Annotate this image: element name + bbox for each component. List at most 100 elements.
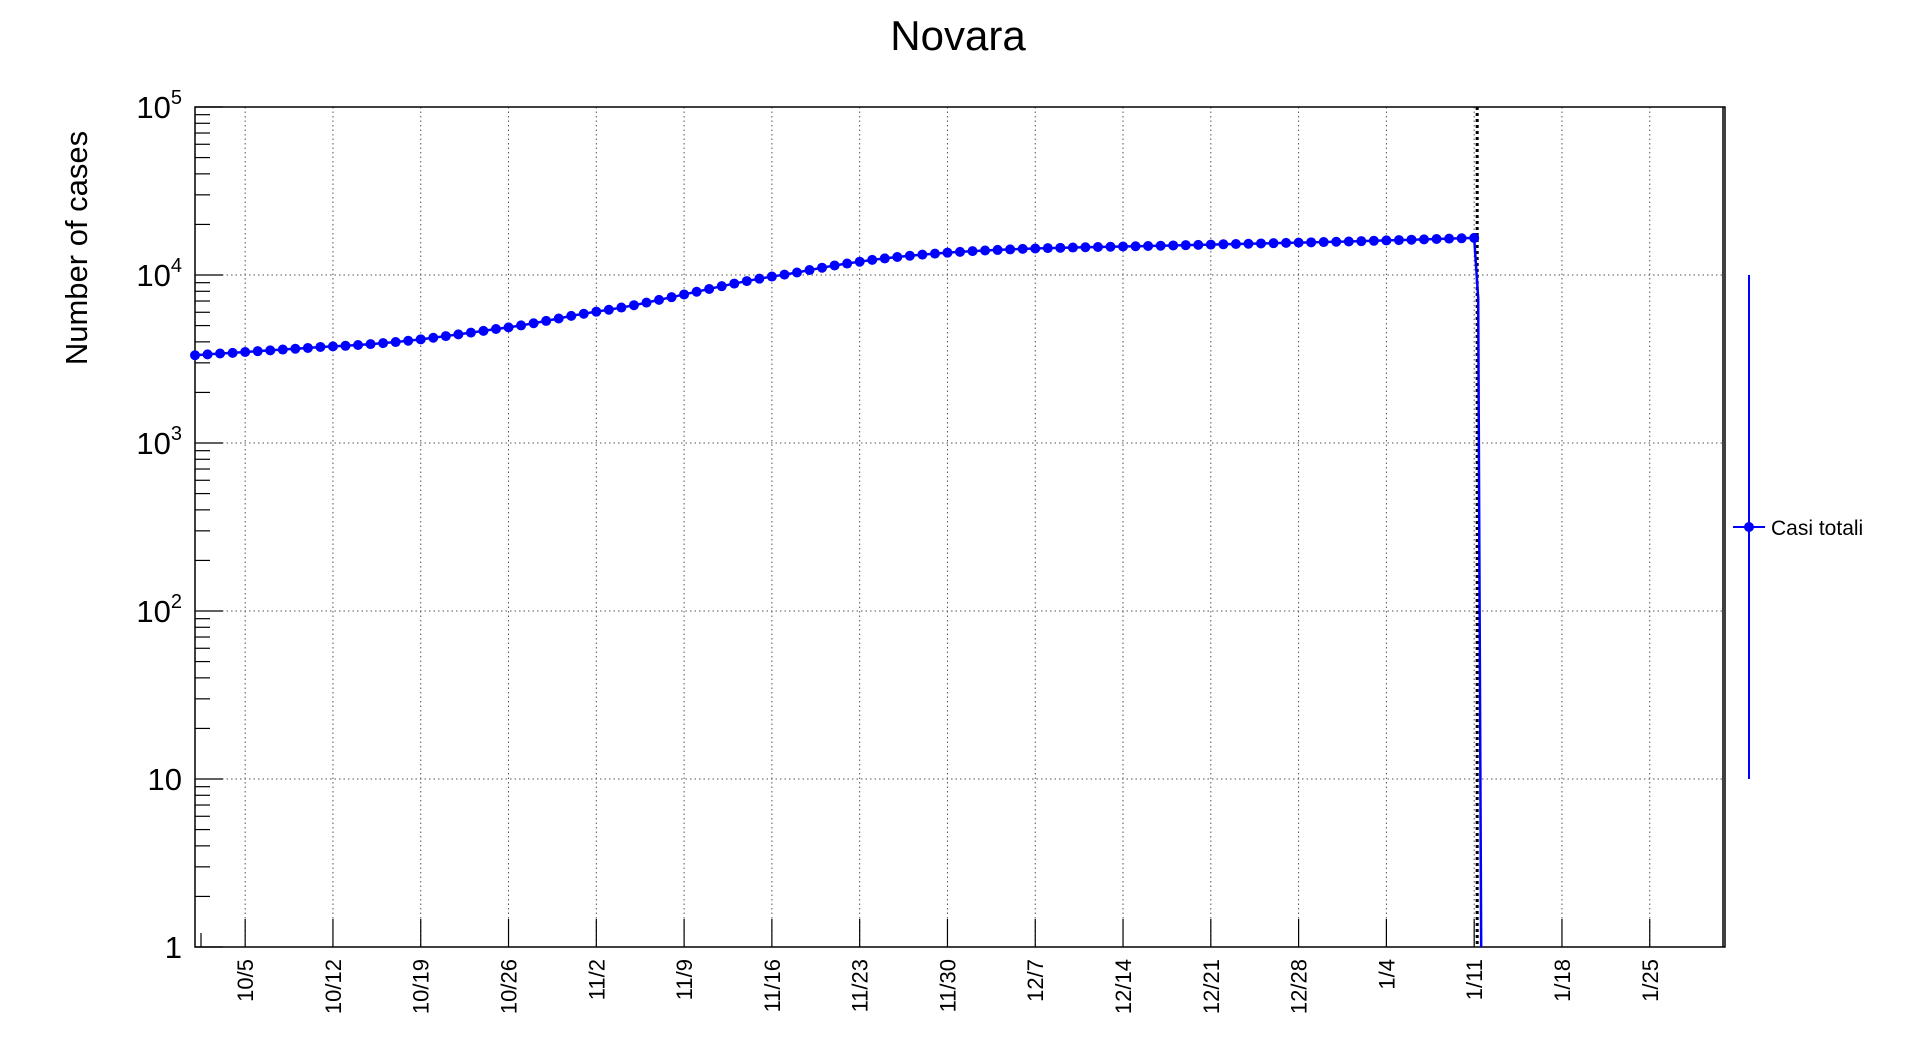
data-point (1431, 234, 1442, 244)
x-tick-label: 1/18 (1550, 959, 1575, 1002)
data-point (641, 297, 652, 308)
data-point (215, 348, 226, 359)
x-tick-label: 11/16 (760, 959, 785, 1012)
data-point (1005, 244, 1016, 255)
x-tick-label: 1/25 (1638, 959, 1663, 1002)
data-point (754, 273, 765, 284)
data-point (1243, 238, 1254, 249)
data-point (553, 313, 564, 324)
data-point (1155, 240, 1166, 251)
data-point (1118, 241, 1129, 252)
data-point (428, 332, 439, 343)
data-point (1105, 241, 1116, 252)
data-point (904, 250, 915, 261)
data-point (1218, 239, 1229, 250)
data-point (779, 269, 790, 280)
data-point (503, 322, 514, 333)
data-point (453, 329, 464, 340)
data-point (265, 345, 276, 356)
data-point (277, 344, 288, 355)
legend-label: Casi totali (1771, 517, 1863, 540)
data-point (1469, 232, 1480, 243)
data-point (252, 346, 263, 357)
data-point (1268, 238, 1279, 249)
x-tick-label: 10/26 (497, 959, 522, 1014)
y-tick-label: 103 (136, 423, 182, 461)
data-point (1180, 240, 1191, 251)
data-point (842, 258, 853, 269)
data-point (917, 249, 928, 260)
data-point (654, 294, 665, 305)
data-point (879, 253, 890, 264)
data-point (955, 246, 965, 257)
legend: Casi totali (1733, 275, 1863, 779)
data-point (741, 276, 752, 287)
y-tick-label: 1 (165, 930, 182, 965)
data-point (1205, 239, 1216, 250)
data-point (1368, 235, 1379, 246)
data-point (1331, 236, 1342, 247)
y-tick-label: 102 (136, 591, 182, 629)
data-point (729, 278, 740, 289)
data-point (1042, 243, 1053, 254)
data-point (1343, 236, 1354, 247)
data-point (766, 271, 777, 282)
data-point (415, 334, 426, 345)
data-point (829, 260, 840, 271)
data-point (1030, 243, 1041, 254)
data-point (390, 337, 401, 348)
data-point (1067, 242, 1078, 253)
y-tick-label: 104 (136, 255, 182, 293)
x-tick-label: 11/9 (672, 959, 697, 1000)
data-point (616, 302, 627, 313)
x-tick-label: 12/7 (1023, 959, 1048, 1002)
data-point (854, 256, 865, 267)
plot-frame (194, 106, 1726, 948)
data-point (1306, 237, 1317, 248)
data-point (704, 283, 715, 294)
data-point (302, 342, 313, 353)
data-point (1356, 236, 1367, 247)
x-tick-label: 10/19 (409, 959, 434, 1014)
x-tick-label: 12/21 (1199, 959, 1224, 1014)
data-point (967, 246, 978, 257)
data-point (1419, 234, 1430, 245)
data-point (591, 306, 602, 317)
data-point (1168, 240, 1179, 251)
data-point (566, 310, 577, 321)
data-point (1055, 242, 1066, 253)
x-tick-label: 10/12 (321, 959, 346, 1014)
data-point (541, 315, 552, 326)
data-point (1092, 241, 1103, 252)
data-point (528, 318, 539, 329)
data-point (1393, 235, 1404, 246)
series-line (194, 236, 1475, 357)
data-point (478, 325, 489, 336)
data-point (628, 300, 639, 311)
x-tick-label: 1/4 (1374, 959, 1399, 990)
data-point (1444, 233, 1455, 244)
data-point (679, 289, 690, 300)
data-point (1293, 237, 1304, 248)
data-point (992, 244, 1003, 255)
data-layer (190, 232, 1483, 948)
data-point (240, 347, 251, 358)
data-point (1381, 235, 1392, 246)
data-point (1281, 237, 1292, 248)
data-point (691, 286, 702, 297)
data-point (327, 341, 338, 352)
y-tick-label: 105 (136, 87, 182, 125)
data-point (1456, 233, 1467, 244)
x-tick-label: 11/23 (848, 959, 873, 1012)
data-point (290, 343, 301, 354)
y-tick-label: 10 (148, 762, 182, 797)
data-point (378, 338, 389, 349)
data-point (1230, 239, 1241, 250)
data-point (1130, 241, 1141, 252)
x-tick-label: 1/11 (1462, 959, 1487, 1000)
data-point (1318, 237, 1329, 248)
data-point (340, 340, 351, 351)
data-point (942, 247, 953, 258)
data-point (1193, 239, 1204, 250)
